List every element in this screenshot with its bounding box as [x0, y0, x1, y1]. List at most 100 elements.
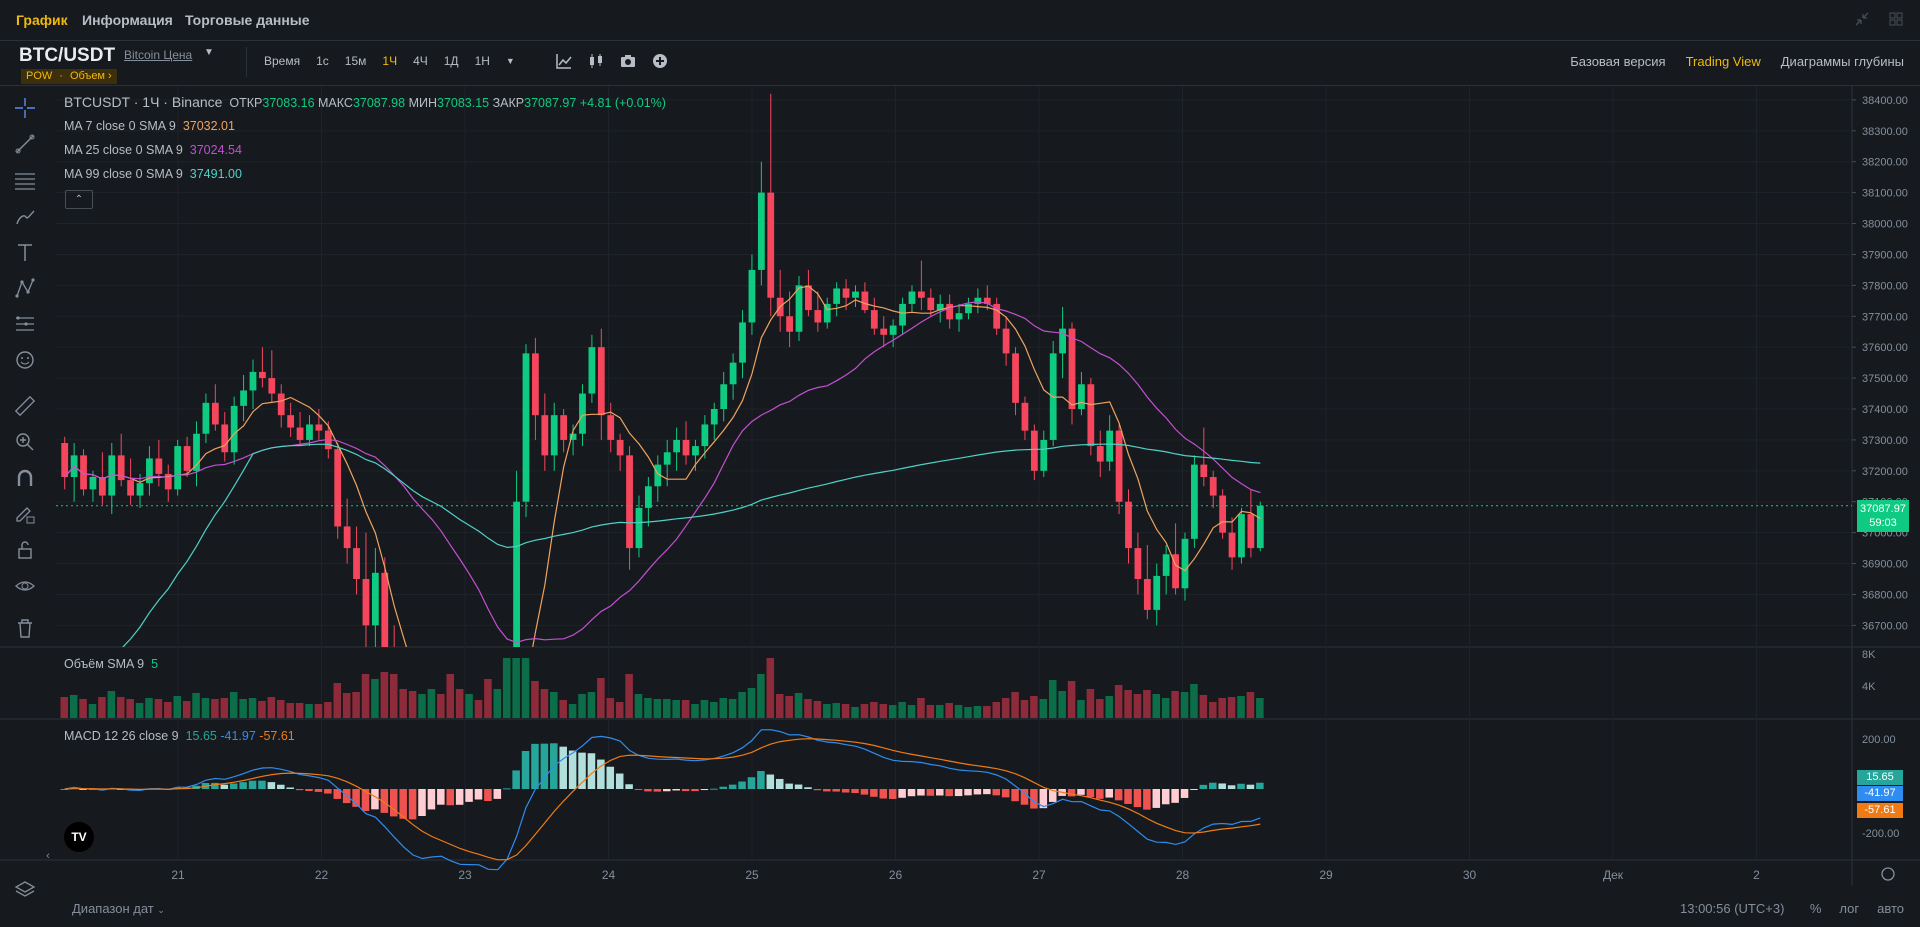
volume-bar: [738, 692, 746, 718]
crosshair-icon[interactable]: [13, 96, 37, 120]
price-axis-label: 37900.00: [1862, 249, 1908, 261]
settings-icon: [1881, 867, 1895, 881]
macd-axis-label: 200.00: [1862, 734, 1896, 746]
view-depth[interactable]: Диаграммы глубины: [1780, 54, 1904, 69]
macd-histogram-bar: [371, 789, 379, 810]
tab-info[interactable]: Информация: [82, 12, 173, 28]
ma99-legend[interactable]: MA 99 close 0 SMA 9 37491.00: [64, 167, 242, 181]
macd-histogram-bar: [879, 789, 888, 799]
trendline-icon[interactable]: [13, 132, 37, 156]
volume-bar: [408, 691, 417, 718]
layout-grid-icon[interactable]: [1888, 11, 1904, 27]
add-icon[interactable]: [651, 52, 669, 73]
log-scale-button[interactable]: лог: [1839, 901, 1860, 916]
ruler-icon[interactable]: [13, 394, 37, 418]
legend-ticker: BTCUSDT · 1Ч · Binance: [64, 94, 223, 110]
macd-histogram-bar: [644, 789, 652, 792]
macd-legend[interactable]: MACD 12 26 close 9 15.65 -41.97 -57.61: [64, 729, 295, 743]
layers-icon[interactable]: [13, 878, 37, 902]
symbol-info-link[interactable]: Bitcoin Цена: [124, 48, 193, 62]
time-axis-label: 29: [1319, 868, 1333, 882]
view-basic[interactable]: Базовая версия: [1570, 54, 1666, 69]
candle-body: [607, 415, 615, 440]
lock-draw-icon[interactable]: [13, 502, 37, 526]
horizontal-lines-icon[interactable]: [13, 168, 37, 192]
macd-histogram-bar: [1001, 789, 1010, 798]
candle-body: [842, 288, 850, 298]
macd-histogram-bar: [493, 789, 502, 799]
emoji-icon[interactable]: [13, 348, 37, 372]
volume-bar: [841, 704, 850, 718]
macd-histogram-bar: [1030, 789, 1038, 809]
volume-bar: [681, 700, 690, 718]
price-chart[interactable]: 38400.00 38300.00 38200.00 38100.00 38000.00…: [0, 86, 1920, 886]
macd-histogram-bar: [408, 789, 417, 820]
legend-collapse-button[interactable]: ⌃: [65, 190, 93, 209]
text-icon[interactable]: [13, 240, 37, 264]
view-tradingview[interactable]: Trading View: [1685, 54, 1761, 69]
volume-bar: [502, 658, 511, 718]
percent-scale-button[interactable]: %: [1809, 901, 1822, 916]
candle-body: [644, 486, 652, 508]
expand-toolbar-icon[interactable]: ‹: [46, 850, 50, 862]
symbol-title[interactable]: BTC/USDT: [19, 45, 116, 66]
macd-histogram-bar: [1237, 783, 1245, 789]
interval-15m[interactable]: 15м: [344, 54, 367, 68]
pattern-icon[interactable]: [13, 276, 37, 300]
candle-body: [410, 749, 417, 764]
macd-histogram-bar: [964, 789, 972, 796]
interval-1s[interactable]: 1с: [316, 54, 329, 68]
interval-1w[interactable]: 1Н: [474, 54, 490, 68]
tradingview-logo[interactable]: TV: [64, 822, 94, 852]
candle-body: [569, 433, 577, 440]
trash-icon[interactable]: [13, 616, 37, 640]
symbol-dropdown-icon[interactable]: ▼: [204, 47, 214, 58]
interval-dropdown-icon[interactable]: ▼: [505, 56, 515, 66]
candle-body: [202, 402, 210, 434]
camera-icon[interactable]: [619, 52, 637, 73]
magnet-icon[interactable]: [13, 466, 37, 490]
interval-time[interactable]: Время: [264, 54, 301, 68]
candle-type-icon[interactable]: [587, 52, 605, 73]
candle-body: [117, 455, 125, 481]
macd-histogram-bar: [917, 789, 925, 796]
tag-pow[interactable]: POW: [21, 69, 58, 84]
macd-histogram-bar: [841, 789, 850, 793]
volume-bar: [719, 698, 728, 718]
macd-histogram-bar: [465, 789, 473, 802]
macd-histogram-bar: [719, 786, 728, 789]
date-range-button[interactable]: Диапазон дат ⌄: [72, 901, 165, 916]
zoom-icon[interactable]: [13, 430, 37, 454]
collapse-icon[interactable]: [1854, 11, 1870, 27]
volume-bar: [474, 700, 483, 718]
fib-icon[interactable]: [13, 312, 37, 336]
lock-icon[interactable]: [13, 538, 37, 562]
candle-body: [560, 415, 568, 440]
ma7-legend[interactable]: MA 7 close 0 SMA 9 37032.01: [64, 119, 235, 133]
tab-trading-data[interactable]: Торговые данные: [185, 12, 310, 28]
macd-histogram-bar: [1161, 789, 1170, 805]
price-axis-label: 37600.00: [1862, 342, 1908, 354]
volume-bar: [1143, 690, 1151, 718]
interval-4h[interactable]: 4Ч: [413, 54, 428, 68]
auto-scale-button[interactable]: авто: [1877, 901, 1904, 916]
macd-histogram-bar: [324, 789, 332, 794]
time-axis-label: 26: [889, 868, 903, 882]
brush-icon[interactable]: [13, 204, 37, 228]
volume-bar: [145, 698, 153, 718]
volume-legend[interactable]: Объём SMA 9 5: [64, 657, 158, 671]
macd-histogram-bar: [700, 789, 709, 791]
interval-1d[interactable]: 1Д: [443, 54, 459, 68]
macd-histogram-bar: [945, 789, 953, 797]
candle-body: [1115, 430, 1123, 502]
divider: [246, 47, 247, 77]
eye-icon[interactable]: [13, 574, 37, 598]
ma25-legend[interactable]: MA 25 close 0 SMA 9 37024.54: [64, 143, 242, 157]
indicator-icon[interactable]: [555, 52, 573, 73]
candle-body: [315, 424, 323, 431]
macd-histogram-bar: [1105, 789, 1113, 798]
tag-volume[interactable]: Объем ›: [64, 69, 117, 84]
interval-1h[interactable]: 1Ч: [382, 54, 398, 68]
volume-bar: [352, 692, 360, 718]
tab-chart[interactable]: График: [16, 12, 68, 28]
